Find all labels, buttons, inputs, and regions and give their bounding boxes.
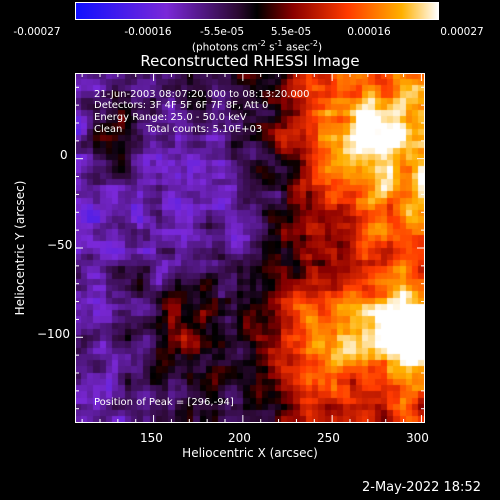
peak-position-label: Position of Peak = [296,-94] xyxy=(94,397,234,408)
colorbar-tick-label: -0.00016 xyxy=(124,26,172,38)
energy-range-label: Energy Range: 25.0 - 50.0 keV xyxy=(94,112,247,123)
x-tick-label: 200 xyxy=(228,431,251,445)
colorbar-tick-label: 0.00027 xyxy=(440,26,484,38)
colorbar-tick-label: 5.5e-05 xyxy=(270,26,312,38)
x-tick-label: 300 xyxy=(406,431,429,445)
timestamp: 2-May-2022 18:52 xyxy=(362,480,481,495)
y-tick-label: 0 xyxy=(60,148,68,162)
time-range-label: 21-Jun-2003 08:07:20.000 to 08:13:20.000 xyxy=(94,89,310,100)
colorbar-tick-label: -0.00027 xyxy=(13,26,61,38)
clean-label: Clean xyxy=(94,124,123,135)
total-counts-label: Total counts: 5.10E+03 xyxy=(146,124,263,135)
x-tick-label: 250 xyxy=(317,431,340,445)
x-tick-label: 150 xyxy=(140,431,163,445)
detectors-label: Detectors: 3F 4F 5F 6F 7F 8F, Att 0 xyxy=(94,100,269,111)
y-axis-label: Heliocentric Y (arcsec) xyxy=(13,180,27,316)
colorbar-tick-label: 0.00016 xyxy=(347,26,391,38)
x-axis-label: Heliocentric X (arcsec) xyxy=(182,446,318,460)
y-tick-label: −50 xyxy=(47,238,73,252)
chart-title: Reconstructed RHESSI Image xyxy=(140,52,360,70)
colorbar-units: (photons cm-2 s-1 asec-2) xyxy=(191,39,323,54)
y-tick-label: −100 xyxy=(37,327,70,341)
colorbar-tick-label: -5.5e-05 xyxy=(199,26,245,38)
colorbar xyxy=(75,2,439,20)
